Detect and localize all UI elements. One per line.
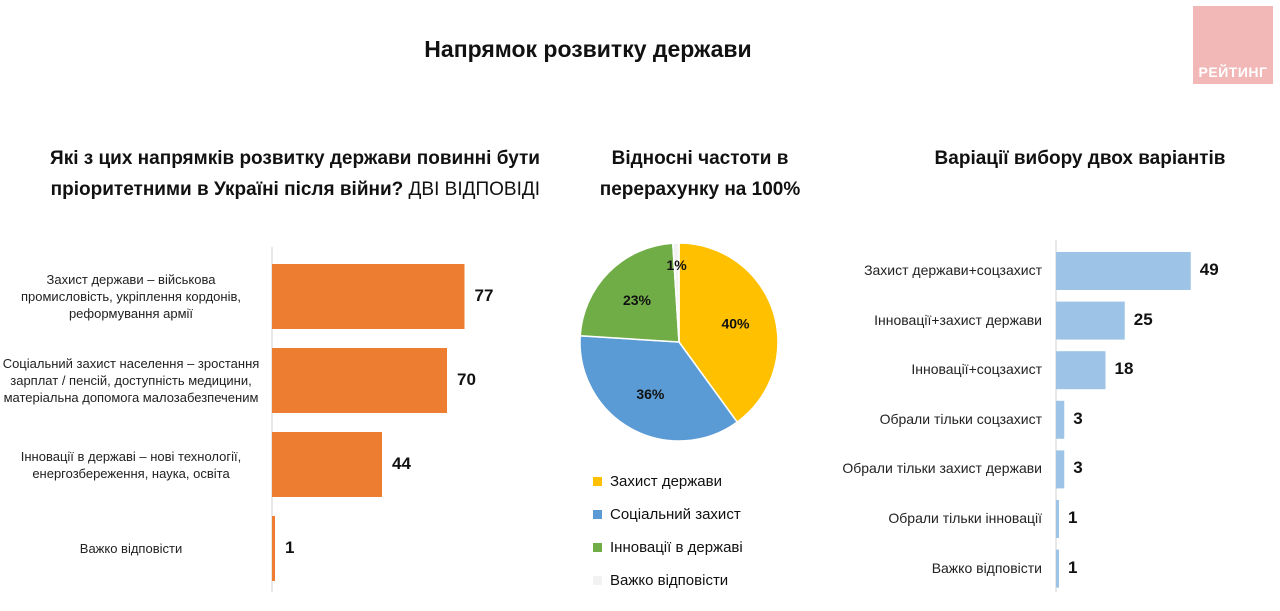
right-bar — [1056, 450, 1065, 489]
right-category-label: Інновації+захист держави — [874, 311, 1042, 328]
left-bar-value-label: 77 — [474, 285, 494, 305]
left-chart-title-main: Які з цих напрямків розвитку держави пов… — [50, 148, 540, 200]
right-bar — [1056, 400, 1065, 439]
left-bar — [272, 264, 465, 329]
left-bar-value-label: 1 — [285, 537, 295, 557]
left-bar — [272, 432, 382, 497]
rating-logo: РЕЙТИНГ — [1193, 6, 1273, 84]
left-chart-title-suffix: ДВІ ВІДПОВІДІ — [408, 179, 540, 200]
right-bar-value-label: 18 — [1114, 359, 1134, 379]
pie-chart-title: Відносні частоти в перерахунку на 100% — [599, 148, 801, 200]
right-category-label: Обрали тільки захист держави — [842, 460, 1042, 477]
right-category-label: Обрали тільки соцзахист — [879, 410, 1042, 427]
right-category-label: Обрали тільки інновації — [888, 510, 1042, 526]
pie-slice — [678, 242, 779, 424]
pie-slice — [671, 242, 680, 343]
right-bar-value-label: 49 — [1199, 260, 1219, 279]
right-bar-value-label: 3 — [1073, 408, 1083, 428]
left-chart-title: Які з цих напрямків розвитку держави пов… — [20, 143, 540, 205]
logo-text: РЕЙТИНГ — [1198, 64, 1268, 80]
right-bar-value-label: 1 — [1068, 557, 1078, 577]
legend-swatch-yellow — [593, 477, 602, 486]
legend-item: Захист держави — [593, 465, 743, 498]
right-category-label: Захист держави+соцзахист — [864, 262, 1042, 278]
right-bar-value-label: 25 — [1133, 309, 1153, 329]
legend-label: Захист держави — [610, 473, 722, 490]
legend-item: Інновації в державі — [593, 531, 743, 564]
pie-value-label: 36% — [636, 386, 665, 402]
right-bar — [1056, 351, 1106, 390]
left-bar-value-label: 70 — [457, 369, 476, 389]
pie-value-label: 40% — [721, 316, 750, 332]
right-bar — [1056, 500, 1059, 538]
legend-item: Важко відповісти — [593, 564, 743, 597]
pie-legend: Захист держави Соціальний захист Інновац… — [593, 465, 743, 597]
pie-slice — [579, 334, 739, 442]
legend-item: Соціальний захист — [593, 498, 743, 531]
left-bar — [272, 348, 447, 413]
pie-value-label: 23% — [623, 292, 652, 308]
legend-label: Інновації в державі — [610, 539, 743, 556]
right-category-label: Інновації+соцзахист — [911, 361, 1042, 378]
left-bar — [272, 516, 275, 581]
right-bar — [1056, 301, 1125, 340]
left-category-label: Захист держави – військова промисловість,… — [21, 272, 241, 321]
legend-swatch-blue — [593, 510, 602, 519]
right-bar-value-label: 3 — [1073, 458, 1083, 478]
left-category-label: Інновації в державі – нові технології, ен… — [20, 448, 242, 481]
right-bar — [1056, 252, 1191, 290]
legend-label: Важко відповісти — [610, 572, 729, 589]
pie-value-label: 1% — [666, 257, 687, 273]
left-category-label: Соціальний захист населення – зростання з… — [2, 356, 260, 405]
right-chart-title: Варіації вибору двох варіантів — [934, 148, 1226, 169]
page-title: Напрямок розвитку держави — [424, 36, 752, 62]
right-category-label: Важко відповісти — [931, 559, 1042, 576]
right-bar — [1056, 549, 1059, 588]
legend-label: Соціальний захист — [610, 506, 741, 523]
right-bar-value-label: 1 — [1068, 508, 1078, 527]
legend-swatch-white — [593, 576, 602, 585]
pie-slice — [579, 242, 680, 343]
left-bar-value-label: 44 — [392, 453, 411, 473]
left-category-label: Важко відповісти — [79, 541, 183, 556]
legend-swatch-green — [593, 543, 602, 552]
